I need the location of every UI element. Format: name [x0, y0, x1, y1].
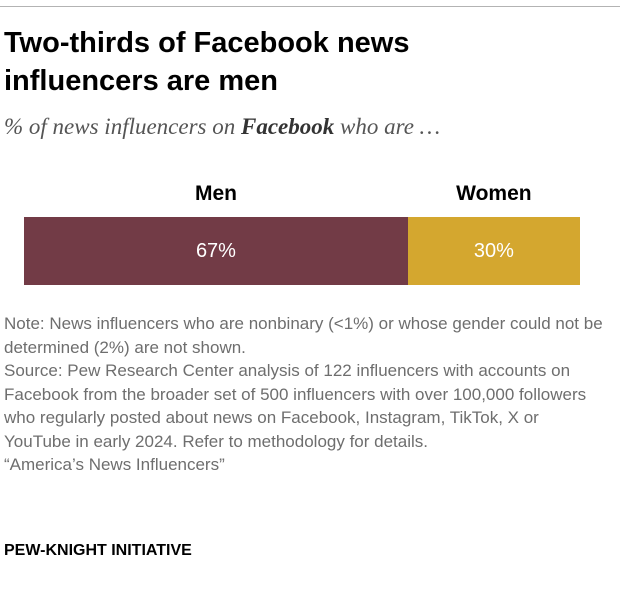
- top-divider: [0, 6, 620, 7]
- note-text: Note: News influencers who are nonbinary…: [4, 314, 603, 357]
- bar-segment-women: [407, 217, 580, 285]
- subtitle-prefix: % of news influencers on: [4, 114, 241, 139]
- bar-segment-men: [24, 217, 408, 285]
- chart-title-line-2: influencers are men: [4, 65, 278, 97]
- chart-title-line-1: Two-thirds of Facebook news: [4, 27, 410, 59]
- category-label-women: Women: [456, 182, 532, 205]
- bar-value-label-men: 67%: [195, 240, 236, 262]
- subtitle-suffix: who are …: [334, 114, 441, 139]
- category-label-men: Men: [194, 182, 237, 205]
- report-title: “America’s News Influencers”: [4, 455, 225, 474]
- brand-label: PEW-KNIGHT INITIATIVE: [4, 542, 192, 559]
- chart-title: Two-thirds of Facebook news influencers …: [4, 24, 604, 100]
- footnotes: Note: News influencers who are nonbinary…: [4, 312, 610, 477]
- bar-value-label-women: 30%: [473, 240, 514, 262]
- chart-subtitle: % of news influencers on Facebook who ar…: [4, 112, 604, 142]
- subtitle-platform: Facebook: [241, 114, 335, 139]
- stacked-bar: 67% 30%: [24, 217, 597, 285]
- source-text: Source: Pew Research Center analysis of …: [4, 361, 587, 451]
